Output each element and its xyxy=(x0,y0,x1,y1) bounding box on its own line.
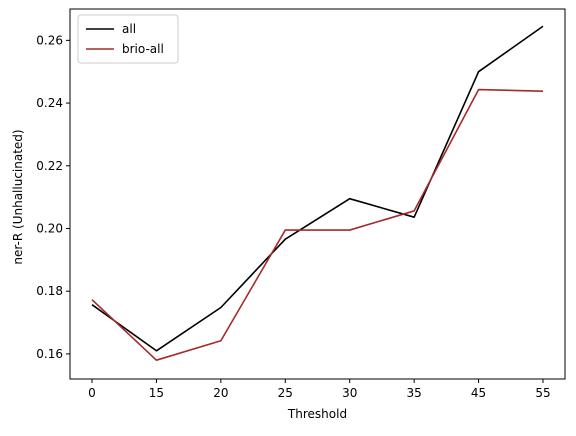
x-tick-label: 30 xyxy=(342,386,357,400)
x-axis-label: Threshold xyxy=(287,407,347,421)
x-tick-label: 55 xyxy=(535,386,550,400)
plot-area xyxy=(69,8,566,380)
x-tick-label: 15 xyxy=(149,386,164,400)
legend-label: all xyxy=(122,22,136,36)
y-tick-label: 0.22 xyxy=(36,159,63,173)
y-axis-ticks: 0.16 0.18 0.20 0.22 0.24 0.26 xyxy=(36,33,70,361)
plot-frame xyxy=(69,8,566,380)
y-axis-label: ner-R (Unhallucinated) xyxy=(11,129,25,264)
x-tick-label: 0 xyxy=(88,386,96,400)
y-tick-label: 0.16 xyxy=(36,347,63,361)
series-line-brio-all xyxy=(91,88,544,361)
y-tick-label: 0.24 xyxy=(36,96,63,110)
y-tick-label: 0.18 xyxy=(36,284,63,298)
legend-box xyxy=(77,14,179,64)
x-tick-label: 25 xyxy=(278,386,293,400)
legend-label: brio-all xyxy=(122,42,164,56)
series-line-all xyxy=(91,25,544,352)
x-tick-label: 45 xyxy=(471,386,486,400)
y-tick-label: 0.20 xyxy=(36,221,63,235)
series-lines xyxy=(91,25,544,361)
x-axis-ticks: 0 15 20 25 30 35 45 55 xyxy=(88,379,551,400)
x-tick-label: 35 xyxy=(407,386,422,400)
y-tick-label: 0.26 xyxy=(36,33,63,47)
legend: all brio-all xyxy=(77,14,179,64)
x-tick-label: 20 xyxy=(213,386,228,400)
